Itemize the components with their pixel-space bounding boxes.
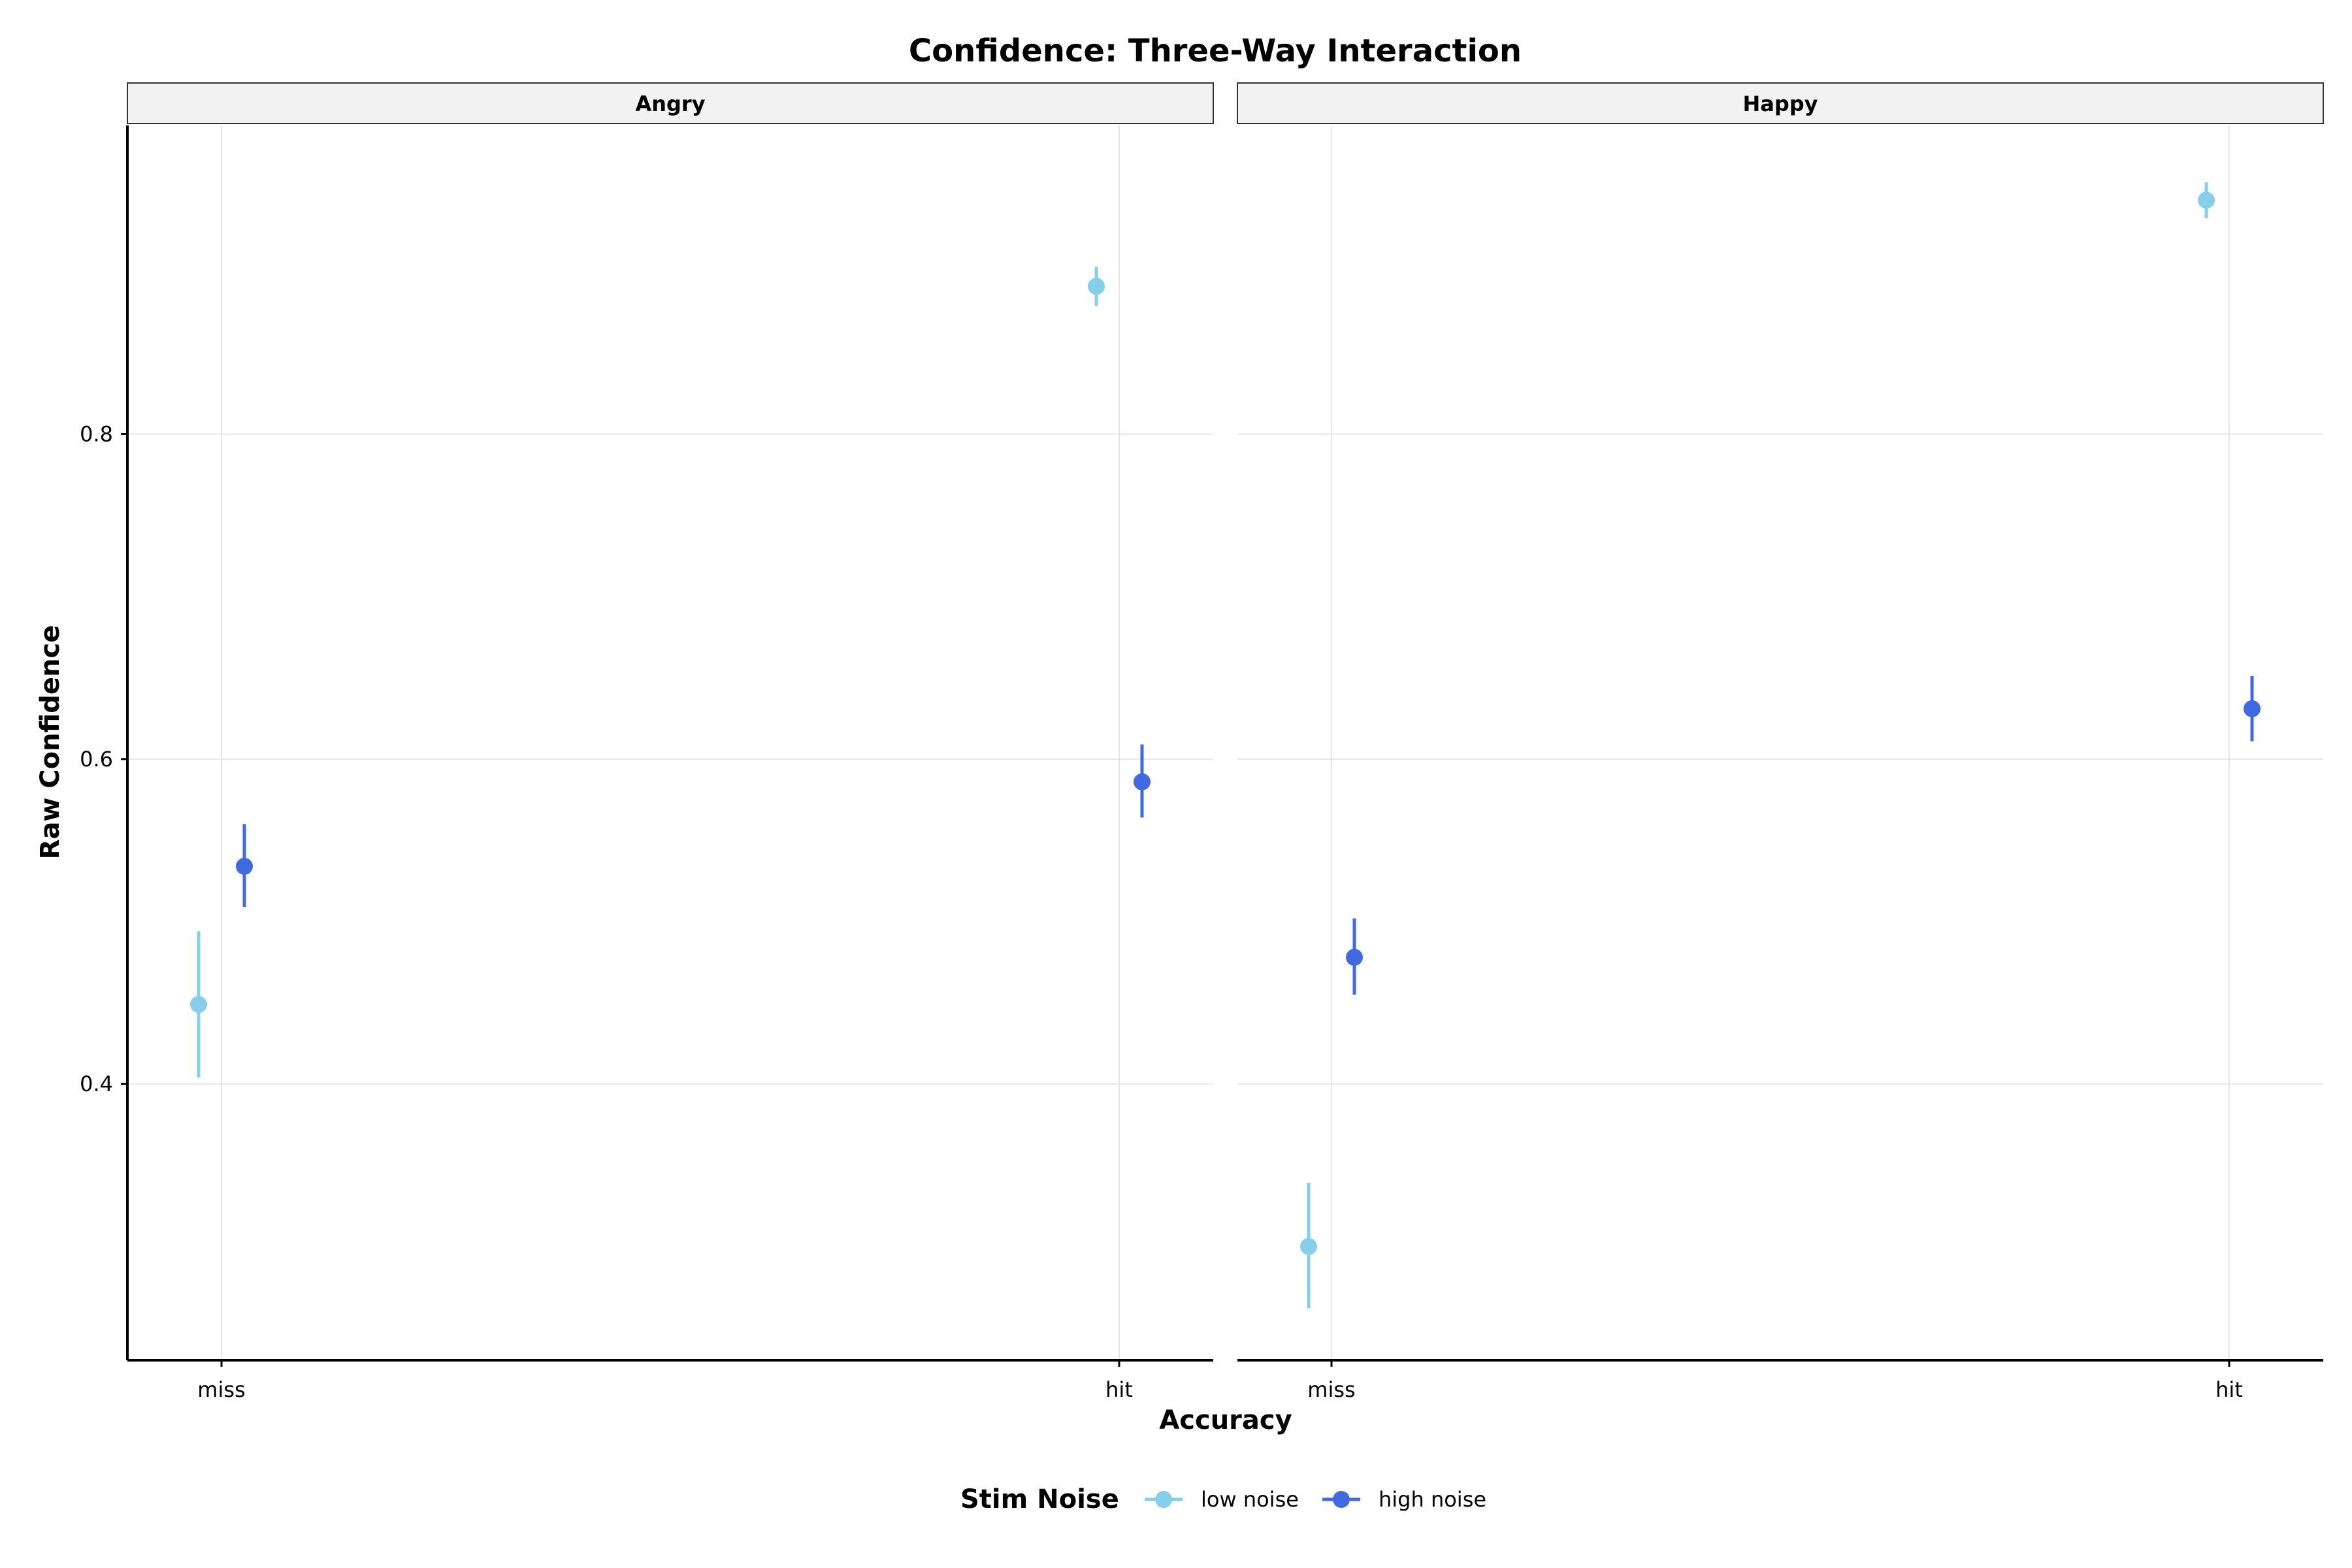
point-happy-low-noise-miss: [1300, 1237, 1317, 1255]
x-tick-label: miss: [1307, 1377, 1355, 1402]
x-tick-label: miss: [197, 1377, 245, 1402]
chart-title: Confidence: Three-Way Interaction: [909, 33, 1522, 69]
x-axis-title: Accuracy: [1159, 1405, 1292, 1435]
data-marks: [1300, 182, 2261, 1309]
point-angry-low-noise-miss: [190, 996, 207, 1013]
legend-label-low-noise: low noise: [1201, 1487, 1299, 1512]
legend-title: Stim Noise: [960, 1484, 1119, 1514]
data-marks: [190, 267, 1151, 1078]
legend-label-high-noise: high noise: [1379, 1487, 1486, 1512]
facet-strip-angry: [127, 82, 1214, 124]
x-tick-label: hit: [1105, 1377, 1133, 1402]
point-angry-high-noise-hit: [1134, 773, 1151, 791]
point-happy-high-noise-miss: [1346, 949, 1363, 966]
facet-label-happy: Happy: [1742, 91, 1818, 116]
y-tick-label: 0.4: [80, 1071, 113, 1096]
x-tick-label: hit: [2215, 1377, 2243, 1402]
y-tick-label: 0.8: [80, 422, 113, 447]
grid-lines: [1237, 125, 2323, 1360]
point-happy-high-noise-hit: [2244, 700, 2261, 717]
point-angry-high-noise-miss: [236, 858, 253, 875]
legend: Stim Noise low noise high noise: [960, 1484, 1486, 1514]
facet-label-angry: Angry: [635, 91, 705, 116]
legend-item-high-noise: high noise: [1322, 1487, 1486, 1512]
axes: miss hit: [1237, 1359, 2323, 1402]
legend-key-marker: [1155, 1491, 1172, 1508]
y-tick-label: 0.6: [80, 747, 113, 772]
grid-lines: [127, 125, 1213, 1360]
facet-strip-happy: [1237, 82, 2324, 124]
y-axis-title: Raw Confidence: [35, 625, 65, 860]
legend-item-low-noise: low noise: [1145, 1487, 1299, 1512]
point-happy-low-noise-hit: [2198, 191, 2215, 209]
legend-key-marker: [1333, 1491, 1350, 1508]
facet-panel-happy: Happy miss hit: [1237, 82, 2324, 1402]
point-angry-low-noise-hit: [1088, 278, 1105, 295]
axes: miss hit 0.4 0.6 0.8: [80, 125, 1213, 1402]
facet-panel-angry: Angry miss hit 0.4 0.6 0.8: [80, 82, 1214, 1402]
